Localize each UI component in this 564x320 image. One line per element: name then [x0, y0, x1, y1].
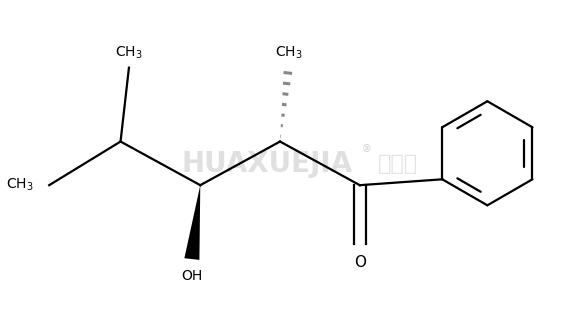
Text: ®: ® — [362, 144, 371, 154]
Text: CH$_3$: CH$_3$ — [275, 44, 302, 61]
Text: CH$_3$: CH$_3$ — [115, 44, 143, 61]
Text: OH: OH — [181, 269, 202, 283]
Text: CH$_3$: CH$_3$ — [6, 177, 34, 193]
Polygon shape — [184, 185, 200, 260]
Text: 化学加: 化学加 — [377, 154, 417, 174]
Text: O: O — [354, 255, 366, 270]
Text: HUAXUEJIA: HUAXUEJIA — [182, 150, 353, 178]
